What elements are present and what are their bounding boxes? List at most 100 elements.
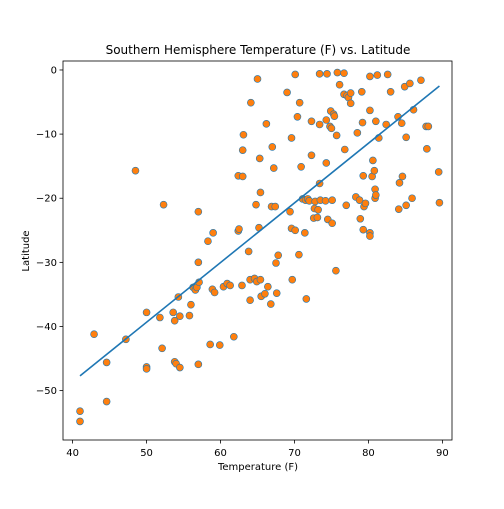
scatter-point xyxy=(194,207,203,216)
scatter-point xyxy=(372,191,380,199)
scatter-point xyxy=(76,417,84,426)
scatter-point xyxy=(239,130,248,139)
scatter-point xyxy=(206,340,214,349)
scatter-point xyxy=(366,72,374,81)
x-tick-label: 80 xyxy=(362,448,375,459)
scatter-point xyxy=(340,145,349,154)
scatter-point xyxy=(291,226,300,235)
scatter-point xyxy=(267,300,275,308)
scatter-point xyxy=(247,98,255,107)
scatter-point xyxy=(156,313,164,322)
scatter-point xyxy=(361,199,370,208)
scatter-point xyxy=(333,68,342,77)
x-tick-label: 60 xyxy=(214,448,227,459)
scatter-point xyxy=(417,76,425,85)
scatter-point xyxy=(397,119,406,127)
scatter-point xyxy=(286,207,294,216)
scatter-point xyxy=(315,120,324,129)
scatter-point xyxy=(398,172,407,181)
scatter-point xyxy=(295,98,304,107)
scatter-point xyxy=(322,159,331,167)
scatter-point xyxy=(158,344,166,353)
scatter-point xyxy=(359,225,368,234)
scatter-point xyxy=(159,200,168,209)
scatter-point xyxy=(359,171,368,180)
x-axis-label: Temperature (F) xyxy=(217,462,298,473)
scatter-point xyxy=(394,205,403,213)
plot-area-frame xyxy=(62,60,453,441)
scatter-point xyxy=(342,201,351,210)
x-tick-label: 70 xyxy=(288,448,301,459)
scatter-point xyxy=(272,289,281,297)
y-tick-label: −30 xyxy=(36,258,57,269)
scatter-point xyxy=(176,363,184,372)
scatter-point xyxy=(204,237,212,245)
scatter-point xyxy=(293,112,302,121)
scatter-point xyxy=(328,196,336,204)
scatter-point xyxy=(261,289,269,298)
scatter-point xyxy=(230,332,238,341)
scatter-point xyxy=(321,197,330,205)
scatter-point xyxy=(246,296,254,305)
scatter-point xyxy=(297,163,305,171)
scatter-point xyxy=(314,205,322,214)
scatter-point xyxy=(268,143,277,151)
scatter-point xyxy=(402,201,410,210)
scatter-point xyxy=(169,308,177,317)
x-tick-label: 40 xyxy=(66,448,79,459)
scatter-point xyxy=(271,202,280,211)
scatter-point xyxy=(328,219,336,228)
scatter-point xyxy=(176,312,184,321)
scatter-point xyxy=(252,200,260,209)
scatter-point xyxy=(269,164,278,172)
scatter-point xyxy=(235,225,243,233)
x-tick-label: 50 xyxy=(140,448,153,459)
scatter-point xyxy=(346,89,355,97)
scatter-point xyxy=(131,166,140,175)
scatter-point xyxy=(226,281,234,290)
scatter-point xyxy=(301,229,309,237)
x-tick-label: 90 xyxy=(436,448,449,459)
scatter-point xyxy=(372,117,380,126)
scatter-point xyxy=(302,295,311,303)
scatter-point xyxy=(332,131,341,140)
scatter-point xyxy=(170,316,179,325)
plot-marks xyxy=(76,68,444,426)
scatter-point xyxy=(369,156,377,165)
plot-axes: 40 50 60 70 80 90 0 −10 −20 −30 −40 −50 xyxy=(36,60,453,459)
scatter-point xyxy=(355,196,364,204)
scatter-point xyxy=(238,146,247,154)
scatter-point xyxy=(288,275,297,284)
scatter-point xyxy=(255,154,264,163)
scatter-point xyxy=(356,214,365,223)
scatter-point xyxy=(194,360,203,369)
scatter-point xyxy=(402,133,410,142)
scatter-point xyxy=(357,87,366,96)
scatter-point xyxy=(264,282,272,291)
scatter-point xyxy=(383,70,392,79)
y-tick-label: −10 xyxy=(36,130,57,141)
scatter-point xyxy=(194,258,203,267)
y-axis-label: Latitude xyxy=(21,230,32,271)
scatter-point xyxy=(209,229,217,237)
scatter-point xyxy=(408,194,416,203)
scatter-point xyxy=(330,112,339,120)
scatter-point xyxy=(424,122,433,131)
scatter-point xyxy=(253,75,262,83)
scatter-point xyxy=(272,259,280,267)
scatter-point xyxy=(187,300,195,309)
scatter-point xyxy=(142,308,151,317)
scatter-point xyxy=(315,70,324,78)
scatter-point xyxy=(366,106,374,115)
scatter-point xyxy=(322,116,331,124)
scatter-point xyxy=(238,172,247,181)
scatter-point xyxy=(90,330,98,338)
scatter-point xyxy=(406,79,414,88)
regression-line xyxy=(79,85,440,377)
scatter-point xyxy=(353,129,362,137)
y-tick-label: 0 xyxy=(51,65,57,76)
scatter-point xyxy=(358,118,367,127)
y-tick-label: −20 xyxy=(36,194,57,205)
